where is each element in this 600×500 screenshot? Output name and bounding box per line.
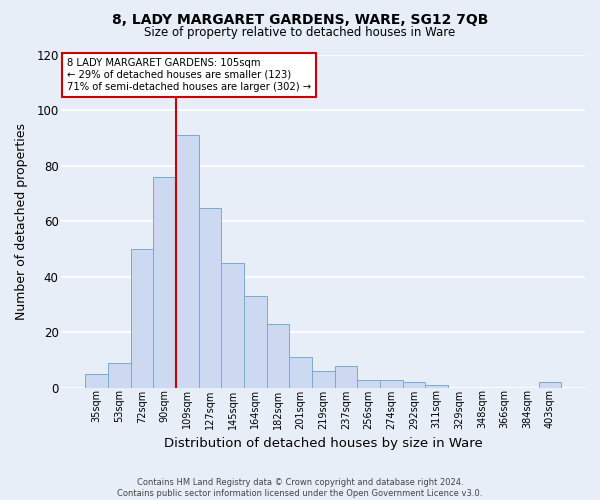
Bar bbox=[403, 382, 425, 388]
Bar bbox=[85, 374, 108, 388]
X-axis label: Distribution of detached houses by size in Ware: Distribution of detached houses by size … bbox=[164, 437, 482, 450]
Bar bbox=[380, 380, 403, 388]
Bar bbox=[335, 366, 357, 388]
Text: Size of property relative to detached houses in Ware: Size of property relative to detached ho… bbox=[145, 26, 455, 39]
Bar bbox=[357, 380, 380, 388]
Text: 8, LADY MARGARET GARDENS, WARE, SG12 7QB: 8, LADY MARGARET GARDENS, WARE, SG12 7QB bbox=[112, 12, 488, 26]
Text: 8 LADY MARGARET GARDENS: 105sqm
← 29% of detached houses are smaller (123)
71% o: 8 LADY MARGARET GARDENS: 105sqm ← 29% of… bbox=[67, 58, 311, 92]
Y-axis label: Number of detached properties: Number of detached properties bbox=[15, 123, 28, 320]
Bar bbox=[289, 358, 312, 388]
Bar bbox=[425, 385, 448, 388]
Bar bbox=[244, 296, 266, 388]
Bar bbox=[153, 177, 176, 388]
Bar bbox=[221, 263, 244, 388]
Bar bbox=[266, 324, 289, 388]
Bar bbox=[539, 382, 561, 388]
Text: Contains HM Land Registry data © Crown copyright and database right 2024.
Contai: Contains HM Land Registry data © Crown c… bbox=[118, 478, 482, 498]
Bar bbox=[131, 249, 153, 388]
Bar bbox=[312, 372, 335, 388]
Bar bbox=[108, 363, 131, 388]
Bar bbox=[199, 208, 221, 388]
Bar bbox=[176, 136, 199, 388]
